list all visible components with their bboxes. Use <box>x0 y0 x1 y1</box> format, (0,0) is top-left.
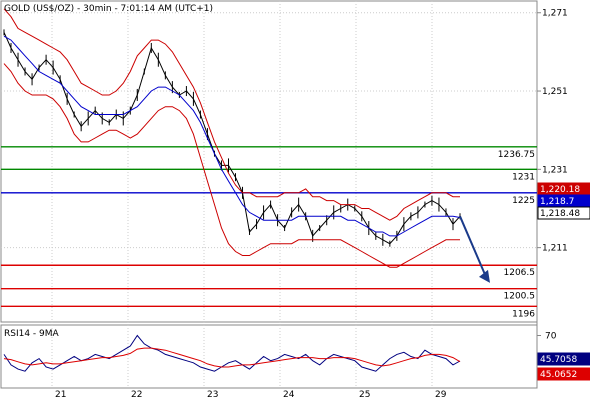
level-label-1200.5: 1200.5 <box>504 292 536 302</box>
x-tick-label: 22 <box>131 390 142 400</box>
x-tick-label: 25 <box>359 390 370 400</box>
level-label-1231: 1231 <box>512 172 535 182</box>
price-tag-label: 1,218.7 <box>540 197 574 207</box>
y-tick-label: 1,251 <box>542 87 568 97</box>
ma-line <box>3 35 461 237</box>
level-lines: 1236.75 1231 1225 1206.5 1200.5 1196 <box>1 146 537 319</box>
bollinger-line <box>3 8 460 221</box>
rsi-series <box>3 334 461 372</box>
y-tick-label: 1,271 <box>542 9 568 19</box>
projection-arrow-shaft <box>459 215 487 278</box>
price-series <box>3 8 490 283</box>
rsi-tick-label: 70 <box>545 332 557 342</box>
price-panel <box>0 0 538 323</box>
price-tag-price <box>537 206 590 220</box>
axis-ticks: 1,271 1,251 1,231 1,211 21 22 23 24 25 29 70 <box>55 9 568 400</box>
level-label-1225: 1225 <box>512 196 535 206</box>
level-label-1236.75: 1236.75 <box>498 150 535 160</box>
x-tick-label: 23 <box>207 390 218 400</box>
rsi-tag-label: 45.0652 <box>540 370 577 380</box>
rsi-tag-rsi <box>537 352 590 366</box>
projection-arrow-head <box>479 269 490 283</box>
rsi-panel <box>0 324 538 389</box>
rsi-tag-label: 45.7058 <box>540 355 577 365</box>
x-tick-label: 21 <box>55 390 66 400</box>
rsi-tag-rsi_ma <box>537 367 590 381</box>
y-tick-label: 1,231 <box>542 165 568 175</box>
value-tags: 1,220.18 1,218.7 1,218.48 45.7058 45.0652 <box>537 182 590 381</box>
rsi-title: RSI14 - 9MA <box>4 329 60 339</box>
price-line <box>3 32 461 245</box>
x-tick-label: 24 <box>283 390 295 400</box>
rsi_ma-line <box>3 347 461 368</box>
price-tag-label: 1,220.18 <box>540 185 580 195</box>
x-tick-label: 29 <box>435 390 447 400</box>
y-tick-label: 1,211 <box>542 244 568 254</box>
price-tag-label: 1,218.48 <box>540 209 580 219</box>
level-label-1206.5: 1206.5 <box>504 268 536 278</box>
level-label-1196: 1196 <box>512 309 535 319</box>
chart-title: GOLD (US$/OZ) - 30min - 7:01:14 AM (UTC+… <box>4 4 213 14</box>
bollinger-line <box>3 63 460 268</box>
rsi-line <box>3 334 461 372</box>
